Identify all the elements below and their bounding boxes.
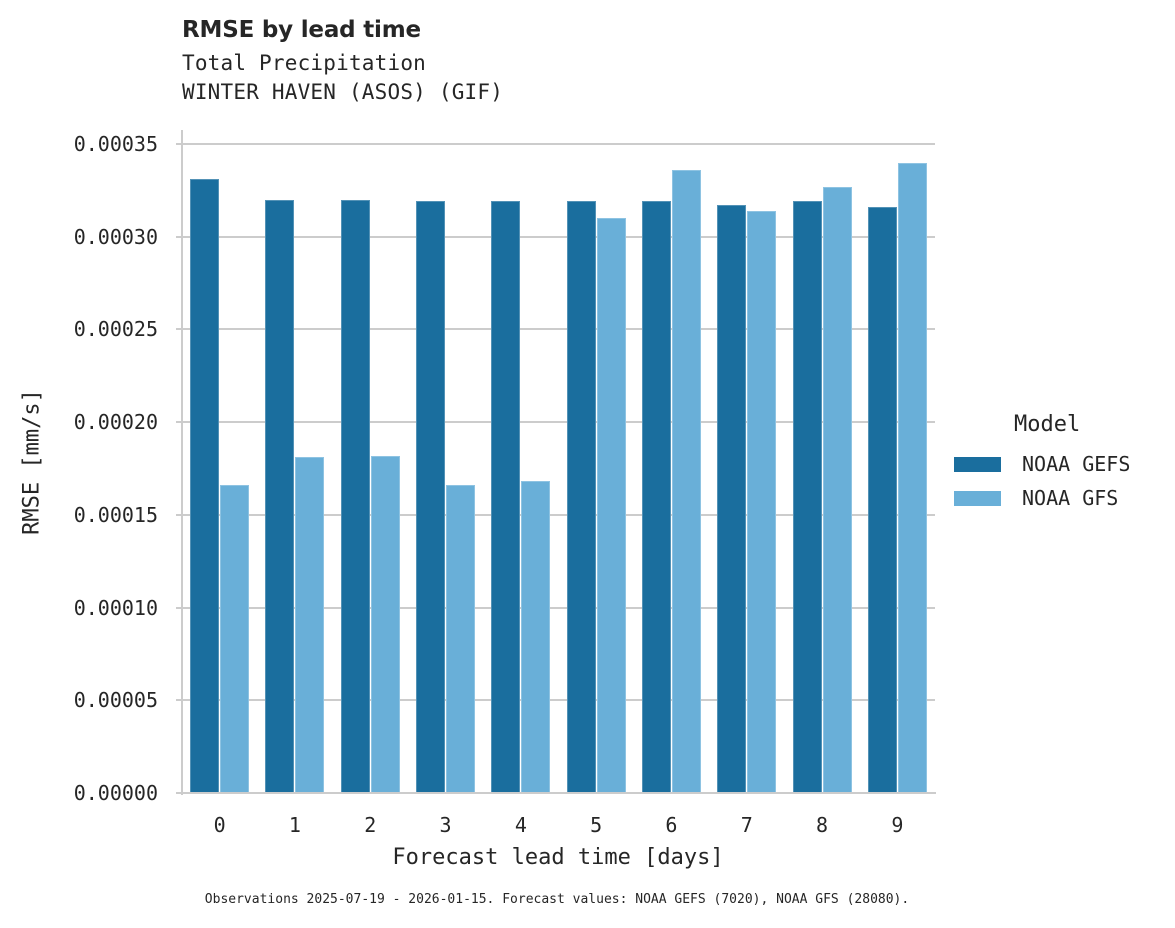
bar-gefs-day-5 <box>566 201 596 793</box>
y-tick-mark <box>176 513 182 516</box>
gridline <box>182 606 935 609</box>
y-tick-label: 0.00000 <box>73 781 158 805</box>
bar-gefs-day-2 <box>340 199 370 793</box>
gridline <box>182 143 935 145</box>
footnote: Observations 2025-07-19 - 2026-01-15. Fo… <box>204 892 910 907</box>
x-tick-label: 0 <box>213 813 226 837</box>
x-tick-label: 8 <box>816 813 829 837</box>
bar-gfs-day-1 <box>295 457 325 793</box>
legend-label-gfs: NOAA GFS <box>1022 486 1119 510</box>
bar-gfs-day-3 <box>446 485 476 793</box>
y-tick-label: 0.00020 <box>73 410 158 435</box>
legend-swatch-gfs <box>954 491 1001 506</box>
legend-label-gefs: NOAA GEFS <box>1022 452 1131 476</box>
x-tick-label: 1 <box>288 813 301 837</box>
chart-subtitle-variable: Total Precipitation <box>182 51 427 75</box>
x-tick-label: 4 <box>514 813 527 837</box>
y-tick-mark <box>176 699 182 702</box>
gridline <box>182 328 935 331</box>
gridline <box>182 513 935 516</box>
bar-gfs-day-0 <box>220 485 250 793</box>
y-tick-label: 0.00030 <box>73 224 158 249</box>
bar-gefs-day-4 <box>491 201 521 793</box>
x-tick-label: 6 <box>665 813 678 837</box>
y-tick-label: 0.00015 <box>73 502 158 527</box>
x-tick-label: 5 <box>590 813 603 837</box>
y-tick-label: 0.00025 <box>73 317 158 342</box>
x-tick-label: 2 <box>364 813 377 837</box>
gridline <box>182 421 935 424</box>
y-tick-label: 0.00035 <box>73 132 158 156</box>
bar-gfs-day-6 <box>671 169 701 793</box>
bar-gefs-day-6 <box>641 201 671 793</box>
bar-gfs-day-4 <box>521 481 551 793</box>
bar-gefs-day-0 <box>190 179 220 793</box>
bar-gfs-day-2 <box>370 455 400 793</box>
chart-title: RMSE by lead time <box>182 17 421 43</box>
x-tick-label: 9 <box>891 813 904 837</box>
bar-gefs-day-7 <box>717 205 747 793</box>
bar-gfs-day-9 <box>897 162 927 793</box>
legend-swatch-gefs <box>954 457 1001 472</box>
x-axis-label: Forecast lead time [days] <box>392 845 724 870</box>
y-tick-mark <box>176 606 182 609</box>
y-tick-mark <box>176 421 182 424</box>
bar-gefs-day-9 <box>867 207 897 793</box>
x-tick-label: 3 <box>439 813 452 837</box>
x-tick-label: 7 <box>740 813 753 837</box>
gridline <box>182 699 935 702</box>
bar-gfs-day-8 <box>822 186 852 793</box>
y-tick-mark <box>176 792 182 794</box>
y-axis-label: RMSE [mm/s] <box>19 389 45 535</box>
y-axis-spine <box>181 130 183 795</box>
y-tick-mark <box>176 328 182 331</box>
y-tick-mark <box>176 235 182 238</box>
y-tick-mark <box>176 143 182 145</box>
y-tick-label: 0.00005 <box>73 688 158 713</box>
bar-gfs-day-5 <box>596 218 626 793</box>
chart-subtitle-station: WINTER HAVEN (ASOS) (GIF) <box>182 80 504 104</box>
bar-gfs-day-7 <box>747 210 777 793</box>
x-axis-spine <box>181 792 936 794</box>
bar-gefs-day-1 <box>265 199 295 793</box>
legend-title: Model <box>1014 412 1081 437</box>
bar-gefs-day-3 <box>416 201 446 793</box>
y-tick-label: 0.00010 <box>73 595 158 620</box>
bar-gefs-day-8 <box>792 201 822 793</box>
gridline <box>182 235 935 238</box>
